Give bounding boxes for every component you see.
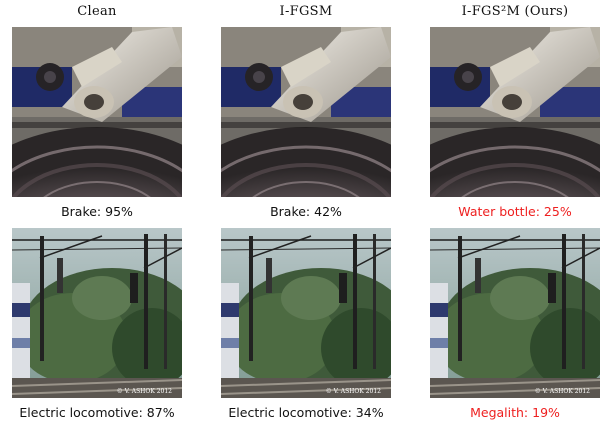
- column-header-ifgs2m: I-FGS²M (Ours): [461, 4, 569, 19]
- watermark-text: © V. ASHOK 2012: [535, 388, 590, 395]
- image-clean-brake: [12, 27, 182, 197]
- caption-clean-train: Electric locomotive: 87%: [19, 405, 175, 420]
- brake-disc-image: [430, 27, 600, 197]
- train-image: © V. ASHOK 2012: [430, 228, 600, 398]
- caption-ifgs2m-brake: Water bottle: 25%: [458, 204, 572, 219]
- brake-disc-image: [12, 27, 182, 197]
- image-ifgs2m-brake: [430, 27, 600, 197]
- caption-ifgsm-brake: Brake: 42%: [270, 204, 342, 219]
- train-image: © V. ASHOK 2012: [221, 228, 391, 398]
- column-header-ifgsm: I-FGSM: [279, 4, 333, 19]
- brake-disc-image: [221, 27, 391, 197]
- caption-clean-brake: Brake: 95%: [61, 204, 133, 219]
- caption-ifgs2m-train: Megalith: 19%: [470, 405, 560, 420]
- image-ifgs2m-train: © V. ASHOK 2012: [430, 228, 600, 398]
- train-image: © V. ASHOK 2012: [12, 228, 182, 398]
- image-clean-train: © V. ASHOK 2012: [12, 228, 182, 398]
- column-header-clean: Clean: [77, 4, 117, 19]
- watermark-text: © V. ASHOK 2012: [326, 388, 381, 395]
- caption-ifgsm-train: Electric locomotive: 34%: [228, 405, 384, 420]
- image-ifgsm-brake: [221, 27, 391, 197]
- image-ifgsm-train: © V. ASHOK 2012: [221, 228, 391, 398]
- watermark-text: © V. ASHOK 2012: [117, 388, 172, 395]
